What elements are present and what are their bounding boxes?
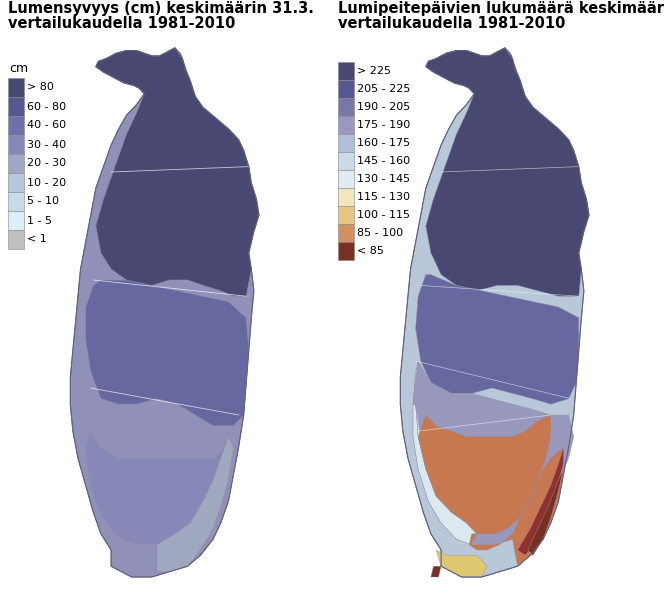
FancyBboxPatch shape <box>338 80 354 98</box>
FancyBboxPatch shape <box>8 230 24 249</box>
Text: 40 - 60: 40 - 60 <box>27 121 66 131</box>
Text: 190 - 205: 190 - 205 <box>357 102 410 112</box>
Text: Lumipeitepäivien lukumäärä keskimäärin: Lumipeitepäivien lukumäärä keskimäärin <box>338 1 665 16</box>
FancyBboxPatch shape <box>8 78 24 97</box>
Text: 145 - 160: 145 - 160 <box>357 156 410 166</box>
Polygon shape <box>517 447 563 555</box>
FancyBboxPatch shape <box>8 192 24 211</box>
FancyBboxPatch shape <box>338 116 354 134</box>
Polygon shape <box>426 48 589 296</box>
Polygon shape <box>413 404 477 544</box>
FancyBboxPatch shape <box>338 62 354 80</box>
FancyBboxPatch shape <box>8 211 24 230</box>
Text: 30 - 40: 30 - 40 <box>27 140 66 149</box>
Polygon shape <box>86 280 249 426</box>
Text: 115 - 130: 115 - 130 <box>357 192 410 202</box>
FancyBboxPatch shape <box>8 154 24 173</box>
Text: 205 - 225: 205 - 225 <box>357 84 410 94</box>
FancyBboxPatch shape <box>8 116 24 135</box>
Text: 160 - 175: 160 - 175 <box>357 138 410 148</box>
Text: 60 - 80: 60 - 80 <box>27 101 66 112</box>
FancyBboxPatch shape <box>8 97 24 116</box>
Text: 175 - 190: 175 - 190 <box>357 120 410 130</box>
Text: < 1: < 1 <box>27 235 47 245</box>
Polygon shape <box>413 361 426 469</box>
Text: 10 - 20: 10 - 20 <box>27 177 66 187</box>
FancyBboxPatch shape <box>338 206 354 224</box>
Polygon shape <box>528 469 563 555</box>
FancyBboxPatch shape <box>8 173 24 192</box>
Text: 85 - 100: 85 - 100 <box>357 228 403 238</box>
Text: vertailukaudella 1981-2010: vertailukaudella 1981-2010 <box>8 16 235 31</box>
FancyBboxPatch shape <box>338 98 354 116</box>
FancyBboxPatch shape <box>338 224 354 242</box>
Polygon shape <box>416 275 579 404</box>
Polygon shape <box>86 426 233 544</box>
Polygon shape <box>413 361 574 544</box>
Polygon shape <box>400 48 589 577</box>
Text: 100 - 115: 100 - 115 <box>357 210 410 220</box>
Text: Lumensyvyys (cm) keskimäärin 31.3.: Lumensyvyys (cm) keskimäärin 31.3. <box>8 1 314 16</box>
Text: 20 - 30: 20 - 30 <box>27 158 66 168</box>
Text: 130 - 145: 130 - 145 <box>357 174 410 184</box>
FancyBboxPatch shape <box>338 170 354 188</box>
Text: cm: cm <box>9 62 28 75</box>
Polygon shape <box>431 566 441 577</box>
FancyBboxPatch shape <box>338 188 354 206</box>
Text: vertailukaudella 1981-2010: vertailukaudella 1981-2010 <box>338 16 565 31</box>
Polygon shape <box>436 550 487 577</box>
Polygon shape <box>157 436 233 571</box>
Polygon shape <box>96 48 259 296</box>
Text: > 80: > 80 <box>27 82 54 93</box>
Text: > 225: > 225 <box>357 66 391 76</box>
Polygon shape <box>70 48 259 577</box>
Polygon shape <box>418 415 563 566</box>
Text: 1 - 5: 1 - 5 <box>27 216 52 226</box>
FancyBboxPatch shape <box>8 135 24 154</box>
Text: < 85: < 85 <box>357 246 384 256</box>
FancyBboxPatch shape <box>338 134 354 152</box>
Text: 5 - 10: 5 - 10 <box>27 196 59 207</box>
FancyBboxPatch shape <box>338 152 354 170</box>
FancyBboxPatch shape <box>338 242 354 260</box>
